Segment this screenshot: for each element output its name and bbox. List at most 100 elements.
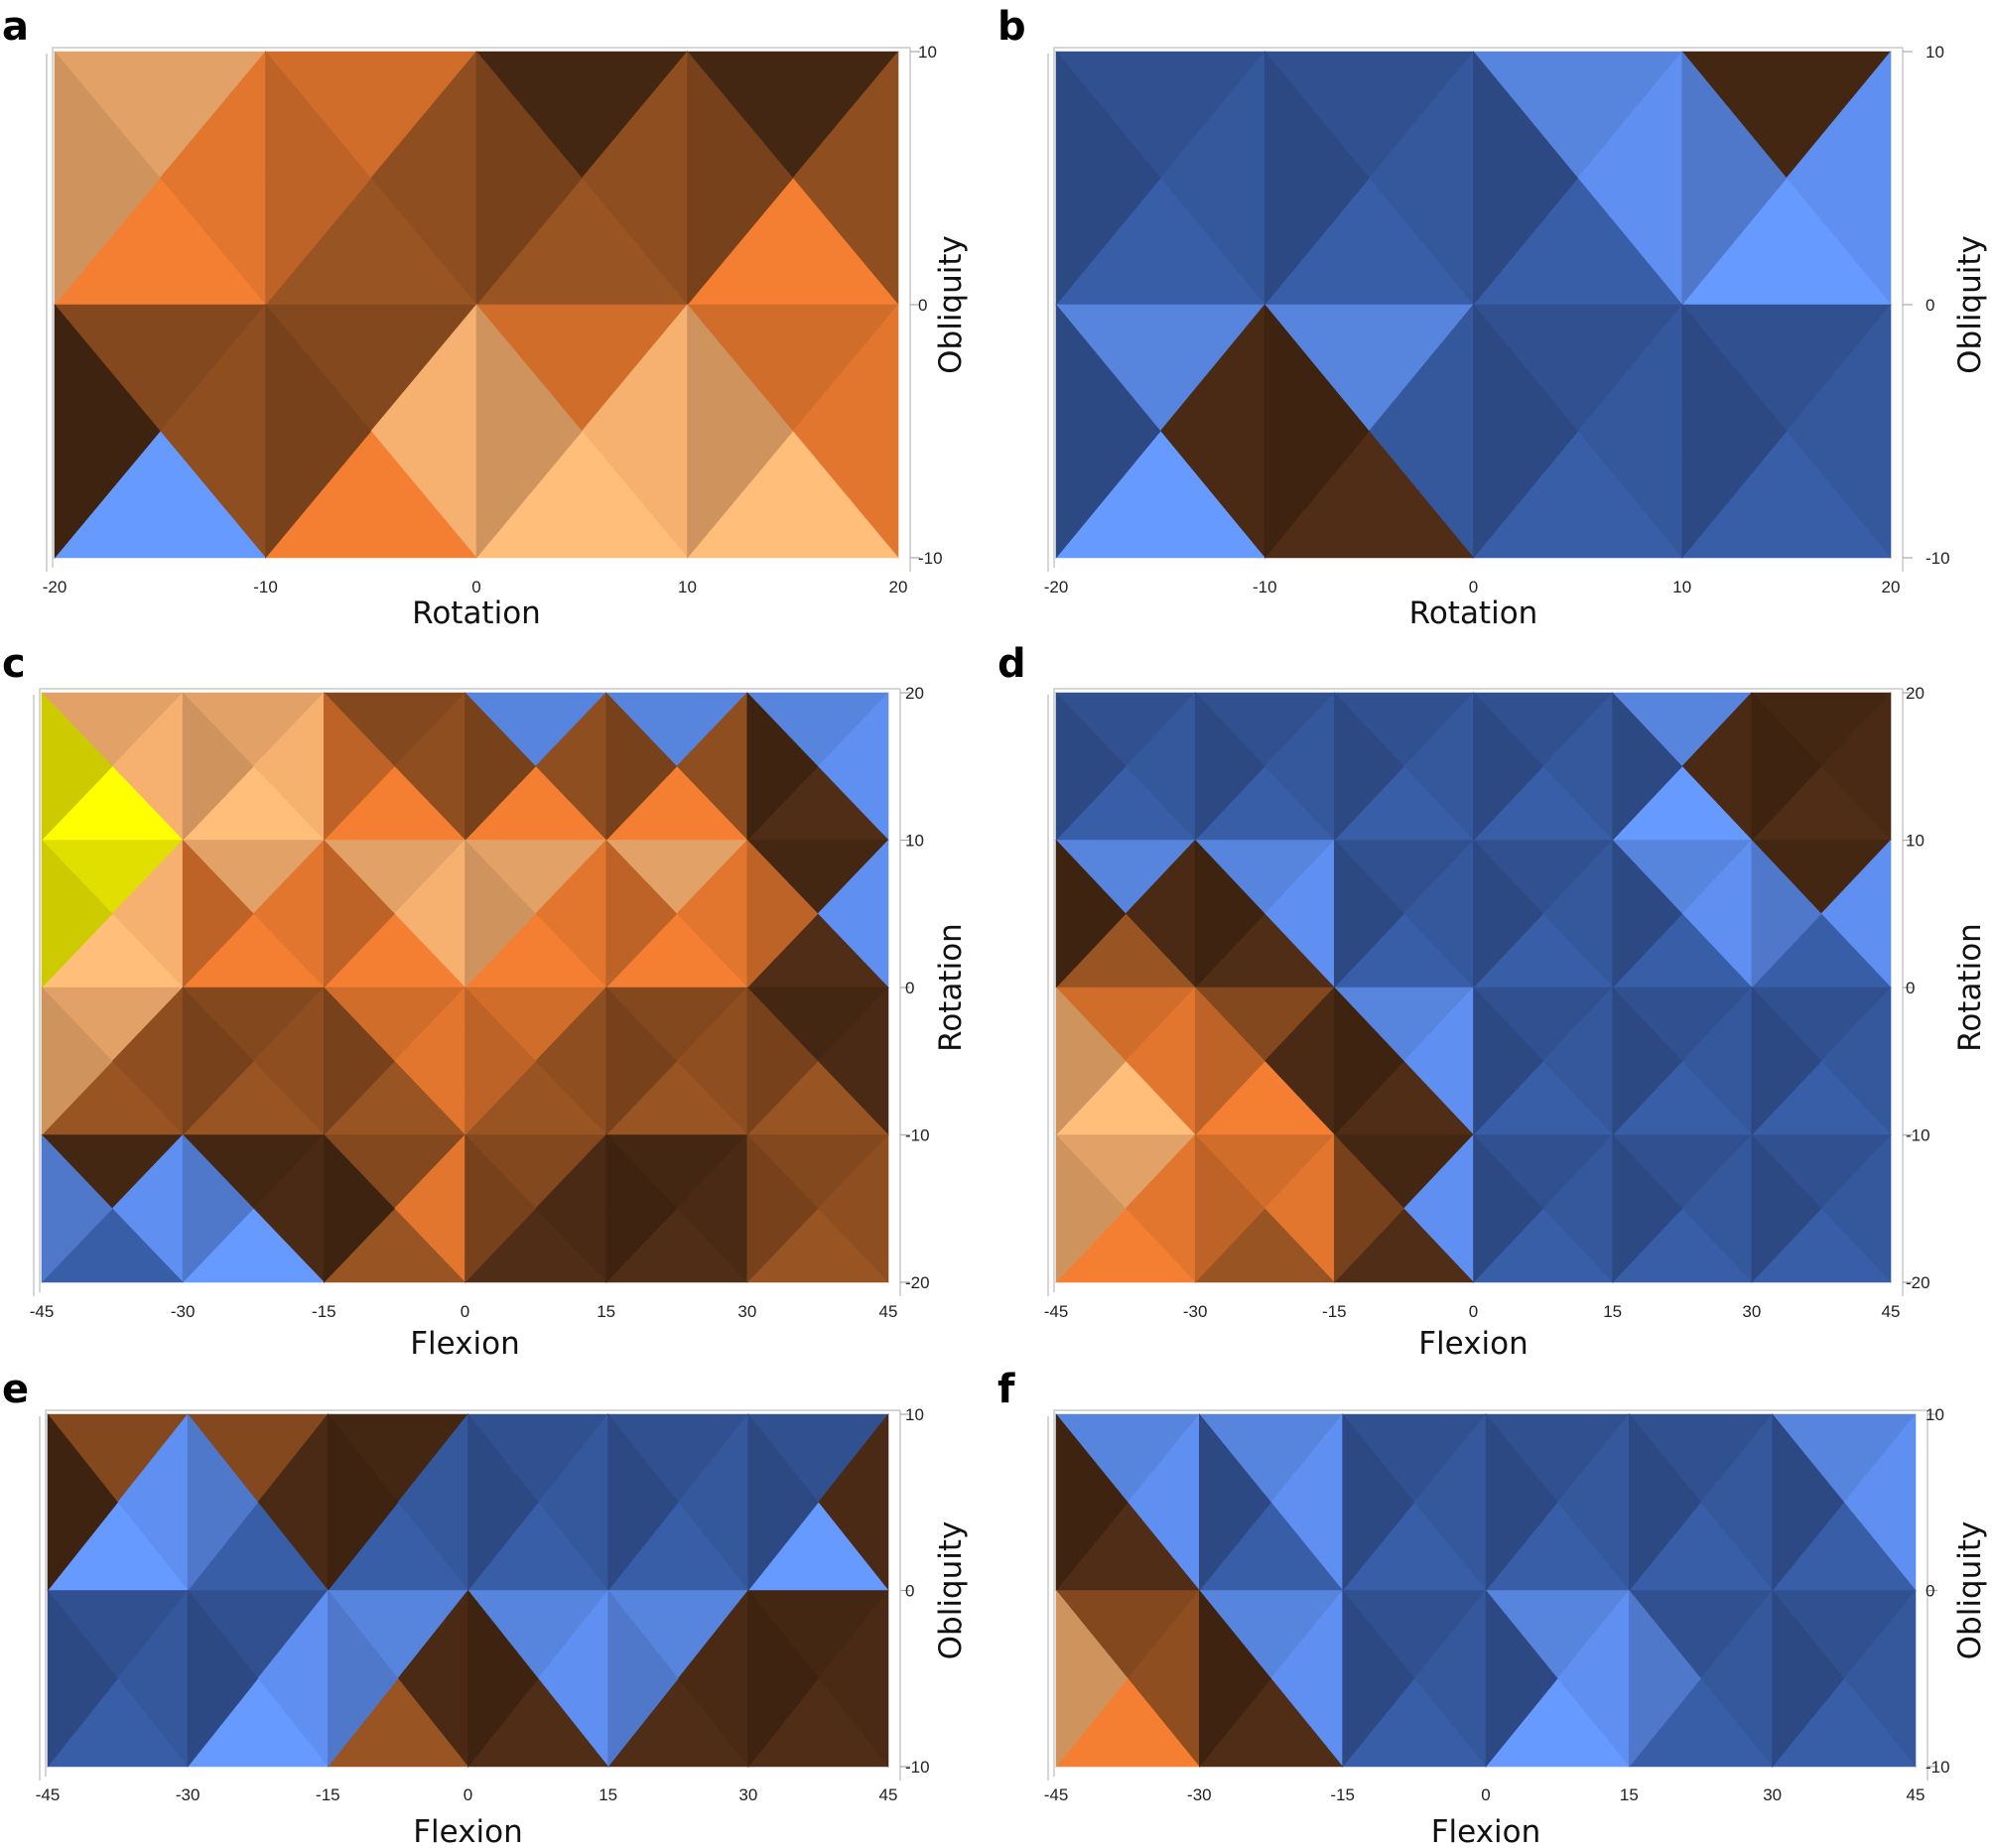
y-tick-label: -10 <box>1906 1126 1930 1145</box>
surface-facet <box>1772 1589 1845 1768</box>
surface-facet <box>324 839 395 989</box>
x-tick-label: -45 <box>1044 1302 1069 1321</box>
x-tick-label: 30 <box>738 1785 757 1804</box>
surface-facet <box>467 1413 539 1592</box>
x-tick-label: 45 <box>1882 1302 1901 1321</box>
x-tick-label: 20 <box>1882 578 1901 596</box>
surface-facet <box>1612 1133 1683 1283</box>
y-tick-label: -10 <box>918 549 943 568</box>
surface-facet <box>1194 1133 1265 1283</box>
surface-facet <box>475 304 583 559</box>
y-axis-title: Obliquity <box>1952 1521 1988 1660</box>
surface-facet <box>467 1589 539 1768</box>
y-tick-label: 10 <box>918 43 937 62</box>
surface-facet <box>47 1589 118 1768</box>
x-axis-title: Flexion <box>410 1326 520 1362</box>
surface-mesh <box>1055 1413 1917 1768</box>
x-tick-label: -10 <box>1253 578 1277 596</box>
surface-facet <box>41 692 113 842</box>
surface-facet <box>1055 1133 1127 1283</box>
panel-f: f -45 -30 -15 0 15 30 45 10 0 -10 Flexion Obliquity <box>997 1367 1988 1848</box>
surface-facet <box>265 51 372 306</box>
x-tick-label: 10 <box>1672 578 1691 596</box>
panel-letter: b <box>997 4 1026 50</box>
surface-facet <box>1612 839 1683 989</box>
surface-facet <box>182 1133 254 1283</box>
y-tick-label: -10 <box>905 1126 930 1145</box>
surface-mesh <box>1055 692 1892 1283</box>
back-wall-frame <box>45 1409 900 1777</box>
surface-facet <box>1055 987 1127 1136</box>
x-axis-title: Flexion <box>413 1814 523 1848</box>
y-tick-label: 10 <box>905 832 924 851</box>
surface-facet <box>1681 304 1788 559</box>
x-axis-title: Flexion <box>1418 1326 1528 1362</box>
panel-letter: f <box>997 1367 1015 1412</box>
x-tick-label: 15 <box>1603 1302 1622 1321</box>
surface-facet <box>605 692 678 842</box>
surface-facet <box>465 692 536 842</box>
surface-facet <box>1342 1589 1415 1768</box>
back-wall-frame <box>1053 47 1903 568</box>
surface-facet <box>324 987 395 1136</box>
surface-facet <box>1473 692 1543 842</box>
x-tick-label: -30 <box>1187 1785 1212 1804</box>
surface-facet <box>182 839 254 989</box>
surface-facet <box>54 51 161 306</box>
y-tick-label: 0 <box>905 979 914 997</box>
surface-facet <box>475 51 583 306</box>
surface-facet <box>1751 1133 1822 1283</box>
x-tick-label: 45 <box>879 1302 898 1321</box>
y-tick-label: -10 <box>1926 549 1950 568</box>
x-tick-label: 10 <box>678 578 697 596</box>
surface-facet <box>1473 304 1579 559</box>
surface-facet <box>1485 1589 1558 1768</box>
surface-facet <box>1055 304 1161 559</box>
x-tick-label: -20 <box>43 578 67 596</box>
x-tick-label: 0 <box>1469 578 1478 596</box>
surface-facet <box>1194 839 1265 989</box>
surface-facet <box>747 1589 819 1768</box>
y-tick-label: 20 <box>1906 684 1925 703</box>
x-tick-label: 15 <box>1620 1785 1639 1804</box>
surface-facet <box>1612 692 1683 842</box>
y-axis-title: Obliquity <box>933 235 969 374</box>
panel-letter: e <box>2 1367 29 1412</box>
y-tick-label: 10 <box>905 1405 924 1424</box>
x-tick-label: -15 <box>1322 1302 1347 1321</box>
surface-facet <box>324 692 395 842</box>
x-tick-label: 45 <box>1907 1785 1926 1804</box>
x-tick-label: -15 <box>1330 1785 1355 1804</box>
surface-facet <box>465 839 536 989</box>
x-tick-label: -15 <box>312 1302 336 1321</box>
surface-facet <box>1199 1589 1271 1768</box>
surface-mesh <box>41 692 889 1283</box>
surface-facet <box>1751 839 1822 989</box>
surface-mesh <box>1055 51 1892 559</box>
surface-facet <box>1334 839 1404 989</box>
y-tick-label: -10 <box>905 1758 930 1777</box>
surface-facet <box>1772 1413 1845 1592</box>
x-tick-label: 15 <box>597 1302 615 1321</box>
panel-a: a -20 -10 0 10 20 10 0 -10 Rotation Obliquity <box>2 4 969 631</box>
y-axis-title: Obliquity <box>933 1521 969 1660</box>
surface-facet <box>1751 692 1822 842</box>
x-tick-label: 0 <box>1469 1302 1478 1321</box>
x-tick-label: -30 <box>1183 1302 1208 1321</box>
y-tick-label: 20 <box>905 684 924 703</box>
y-tick-label: 0 <box>905 1582 914 1601</box>
y-tick-label: 10 <box>1906 832 1925 851</box>
surface-facet <box>1334 987 1404 1136</box>
surface-facet <box>1263 51 1370 306</box>
surface-facet <box>1194 987 1265 1136</box>
x-tick-label: 20 <box>889 578 908 596</box>
x-tick-label: -15 <box>316 1785 340 1804</box>
surface-facet <box>746 839 819 989</box>
x-tick-label: 0 <box>464 1785 472 1804</box>
x-tick-label: 30 <box>1742 1302 1761 1321</box>
surface-facet <box>1629 1413 1701 1592</box>
surface-facet <box>747 1413 819 1592</box>
x-tick-label: 0 <box>461 1302 469 1321</box>
x-axis-title: Rotation <box>412 595 541 631</box>
